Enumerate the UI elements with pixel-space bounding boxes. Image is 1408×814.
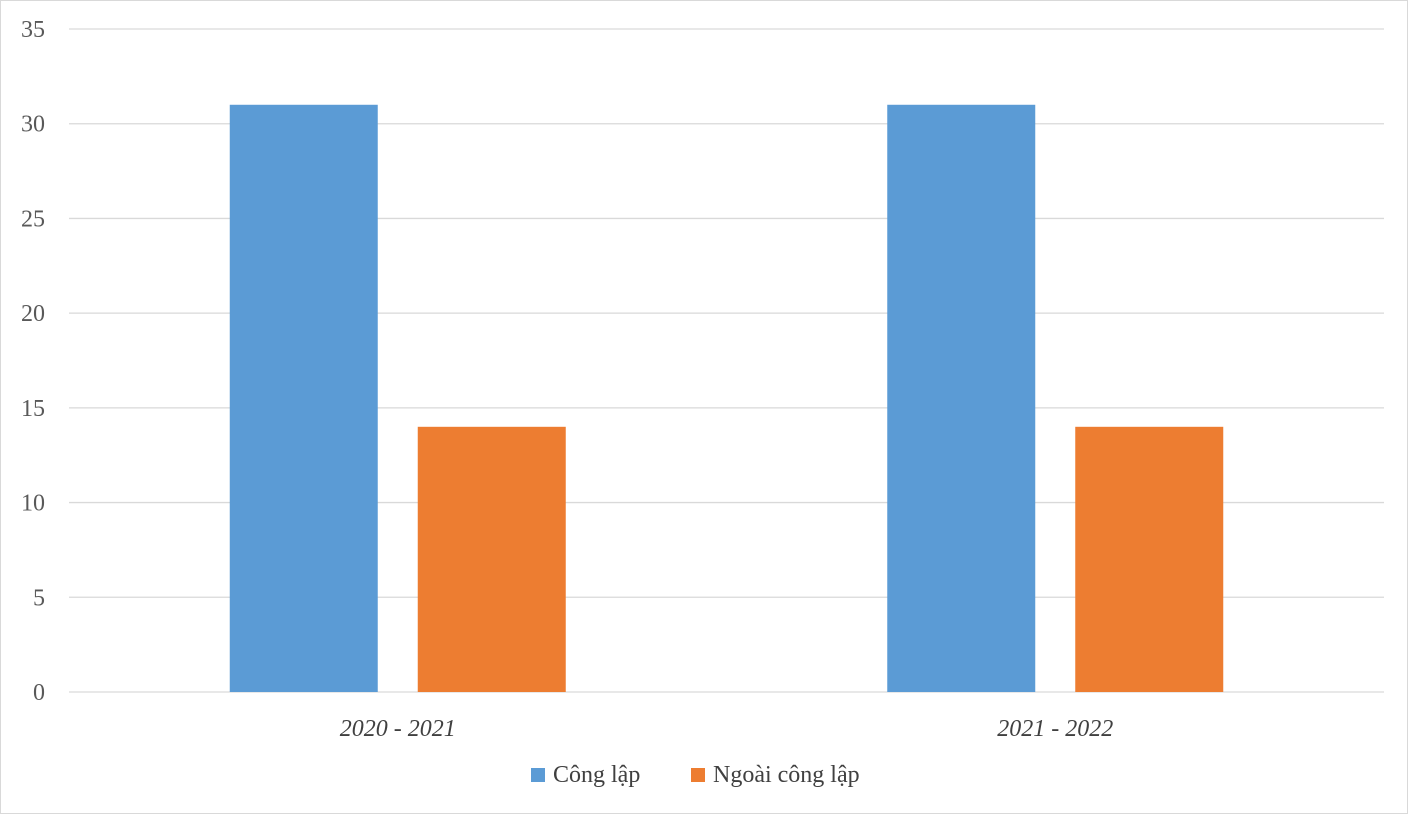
- x-category-label: 2020 - 2021: [340, 716, 456, 742]
- bar-cong-lap-1: [887, 104, 1036, 693]
- y-tick-label: 5: [33, 585, 45, 611]
- y-tick-label: 15: [21, 396, 45, 422]
- y-tick-label: 30: [21, 112, 45, 138]
- bar-ngoai-cong-lap-1: [1075, 426, 1224, 692]
- y-axis-tick-labels: 0 5 10 15 20 25 30 35: [21, 17, 45, 706]
- legend-label-1: Ngoài công lập: [713, 762, 860, 788]
- x-axis-category-labels: 2020 - 2021 2021 - 2022: [340, 716, 1114, 742]
- y-tick-label: 0: [33, 680, 45, 706]
- bar-ngoai-cong-lap-0: [417, 426, 566, 692]
- x-category-label: 2021 - 2022: [997, 716, 1113, 742]
- y-tick-label: 35: [21, 17, 45, 43]
- legend: Công lập Ngoài công lập: [531, 762, 860, 788]
- legend-label-0: Công lập: [553, 762, 640, 788]
- bar-cong-lap-0: [229, 104, 378, 693]
- legend-swatch-0: [531, 768, 545, 782]
- bars: [229, 104, 1224, 693]
- y-tick-label: 20: [21, 301, 45, 327]
- y-tick-label: 25: [21, 206, 45, 232]
- legend-swatch-1: [691, 768, 705, 782]
- y-tick-label: 10: [21, 491, 45, 517]
